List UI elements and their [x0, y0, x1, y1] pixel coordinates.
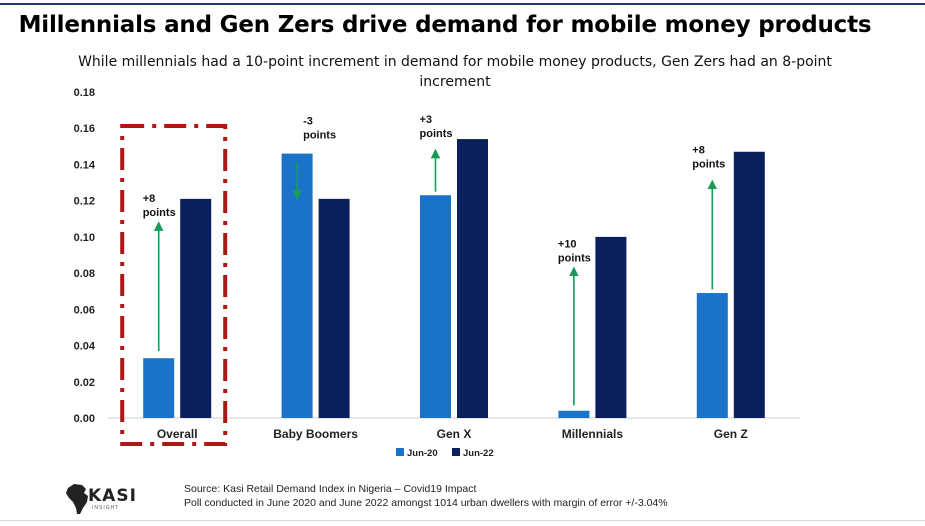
- source-line-2: Poll conducted in June 2020 and June 202…: [184, 497, 668, 509]
- annotation-label: +8: [143, 193, 156, 205]
- source-note: Source: Kasi Retail Demand Index in Nige…: [184, 482, 668, 510]
- y-tick-label: 0.02: [74, 377, 95, 389]
- x-tick-label: Gen X: [437, 427, 472, 441]
- annotation-label: +3: [420, 114, 433, 126]
- x-tick-label: Gen Z: [714, 427, 748, 441]
- y-tick-label: 0.06: [74, 304, 95, 316]
- bar-jun-22: [180, 198, 212, 418]
- y-tick-label: 0.00: [74, 413, 95, 425]
- annotation-label: points: [143, 207, 176, 219]
- bar-jun-22: [595, 236, 627, 418]
- bottom-rule: [0, 520, 925, 521]
- legend-swatch: [396, 448, 404, 456]
- annotation-label: points: [303, 130, 336, 142]
- legend-label: Jun-20: [407, 448, 438, 459]
- annotation-label: -3: [303, 116, 313, 128]
- bar-jun-20: [143, 358, 175, 418]
- annotation-label: +10: [558, 238, 577, 250]
- y-tick-label: 0.18: [74, 87, 95, 99]
- source-line-1: Source: Kasi Retail Demand Index in Nige…: [184, 483, 477, 495]
- x-tick-label: Baby Boomers: [273, 427, 358, 441]
- legend-swatch: [452, 448, 460, 456]
- top-rule: [0, 3, 925, 5]
- annotation-label: +8: [692, 145, 705, 157]
- chart-subtitle: While millennials had a 10-point increme…: [78, 54, 832, 90]
- bar-jun-20: [696, 293, 728, 418]
- bar-jun-22: [457, 139, 488, 419]
- y-tick-label: 0.12: [74, 196, 95, 208]
- y-tick-label: 0.16: [74, 123, 95, 135]
- x-tick-label: Millennials: [562, 427, 624, 441]
- annotation-label: points: [692, 159, 725, 171]
- bar-jun-20: [558, 410, 590, 418]
- logo-subtext: INSIGHT: [92, 505, 120, 511]
- legend-label: Jun-22: [463, 448, 494, 459]
- highlight-box: [120, 124, 228, 446]
- y-tick-label: 0.10: [74, 232, 95, 244]
- annotation-label: points: [558, 252, 591, 264]
- bar-chart: 0.00 0.02 0.04 0.06 0.08 0.10 0.12 0.14 0.16 0.18…: [74, 87, 800, 459]
- logo-text: KASI: [88, 486, 137, 506]
- x-tick-label: Overall: [157, 427, 198, 441]
- y-tick-label: 0.04: [74, 341, 96, 353]
- chart-title: Millennials and Gen Zers drive demand fo…: [18, 12, 872, 38]
- bar-jun-22: [733, 151, 765, 418]
- bar-jun-22: [318, 198, 350, 418]
- y-tick-label: 0.14: [74, 159, 96, 171]
- bar-jun-20: [420, 195, 451, 418]
- africa-logo-icon: [66, 484, 88, 514]
- annotation-label: points: [420, 128, 453, 140]
- y-tick-label: 0.08: [74, 268, 95, 280]
